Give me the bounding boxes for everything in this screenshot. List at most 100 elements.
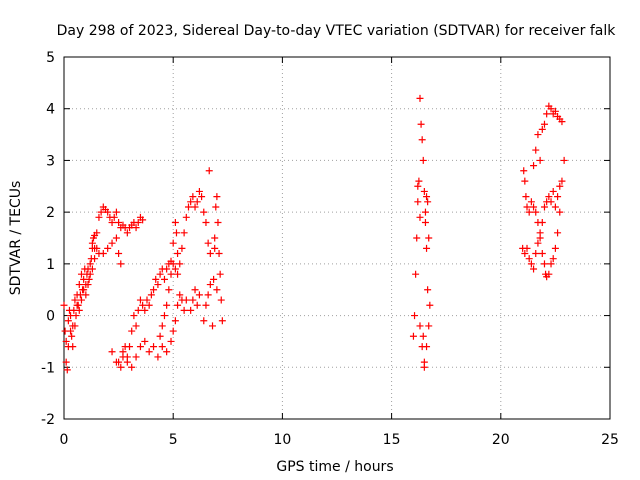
data-point — [67, 327, 75, 335]
data-point — [158, 343, 166, 351]
data-point — [554, 229, 562, 237]
y-tick-label: -1 — [41, 360, 55, 376]
data-point — [82, 291, 90, 299]
data-point — [117, 363, 125, 371]
series-arc6 — [200, 193, 226, 330]
data-point — [71, 296, 79, 304]
data-point — [520, 167, 528, 175]
data-point — [171, 218, 179, 226]
data-point — [421, 208, 429, 216]
data-point — [128, 363, 136, 371]
data-point — [424, 198, 432, 206]
data-point — [86, 260, 94, 268]
data-point — [108, 218, 116, 226]
data-point — [525, 208, 533, 216]
data-point — [540, 203, 548, 211]
data-point — [132, 224, 140, 232]
data-point — [154, 353, 162, 361]
x-tick-label: 10 — [273, 432, 291, 448]
data-point — [547, 260, 555, 268]
data-point — [141, 306, 149, 314]
data-point — [136, 296, 144, 304]
data-point — [174, 250, 182, 258]
data-point — [75, 306, 83, 314]
data-point — [215, 250, 223, 258]
data-point — [217, 296, 225, 304]
data-point — [193, 301, 201, 309]
data-point — [91, 255, 99, 263]
data-point — [119, 348, 127, 356]
data-point — [424, 286, 432, 294]
y-tick-label: 2 — [46, 205, 55, 221]
data-point — [167, 270, 175, 278]
data-point — [62, 337, 70, 345]
series-arc1 — [60, 203, 147, 374]
data-point — [419, 156, 427, 164]
data-point — [522, 193, 530, 201]
data-point — [414, 182, 422, 190]
data-point — [423, 244, 431, 252]
data-point — [176, 260, 184, 268]
data-point — [412, 270, 420, 278]
data-point — [60, 301, 68, 309]
data-point — [145, 348, 153, 356]
data-point — [180, 229, 188, 237]
data-point — [145, 301, 153, 309]
data-point — [85, 275, 93, 283]
data-point — [213, 286, 221, 294]
data-point — [195, 291, 203, 299]
data-point — [411, 312, 419, 320]
data-point — [171, 317, 179, 325]
data-point — [69, 343, 77, 351]
data-point — [193, 198, 201, 206]
data-point — [540, 260, 548, 268]
data-point — [212, 203, 220, 211]
data-point — [554, 193, 562, 201]
data-point — [556, 182, 564, 190]
data-point — [132, 322, 140, 330]
y-tick-label: 5 — [46, 50, 55, 66]
data-point — [532, 146, 540, 154]
x-tick-label: 20 — [492, 432, 510, 448]
data-point — [178, 244, 186, 252]
data-point — [189, 193, 197, 201]
data-point — [128, 327, 136, 335]
data-point — [93, 244, 101, 252]
data-point — [418, 136, 426, 144]
y-tick-label: 4 — [46, 102, 55, 118]
data-point — [147, 291, 155, 299]
data-point — [172, 229, 180, 237]
data-point — [123, 358, 131, 366]
y-tick-label: -2 — [41, 412, 55, 428]
data-point — [189, 296, 197, 304]
data-point — [558, 177, 566, 185]
data-point — [123, 229, 131, 237]
data-point — [63, 366, 71, 374]
data-point — [88, 239, 96, 247]
data-point — [64, 317, 72, 325]
data-point — [134, 306, 142, 314]
x-tick-label: 0 — [60, 432, 69, 448]
data-point — [150, 286, 158, 294]
data-point — [200, 317, 208, 325]
data-point — [141, 337, 149, 345]
data-point — [132, 353, 140, 361]
data-point — [206, 250, 214, 258]
data-point — [530, 162, 538, 170]
data-point — [538, 250, 546, 258]
data-point — [182, 296, 190, 304]
data-point — [527, 260, 535, 268]
plot-frame — [63, 56, 611, 420]
data-point — [95, 213, 103, 221]
data-point — [184, 203, 192, 211]
data-point — [558, 118, 566, 126]
data-point — [211, 244, 219, 252]
data-point — [420, 358, 428, 366]
data-point — [218, 317, 226, 325]
data-point — [540, 120, 548, 128]
data-point — [532, 208, 540, 216]
data-point — [176, 291, 184, 299]
data-point — [534, 239, 542, 247]
data-point — [169, 239, 177, 247]
